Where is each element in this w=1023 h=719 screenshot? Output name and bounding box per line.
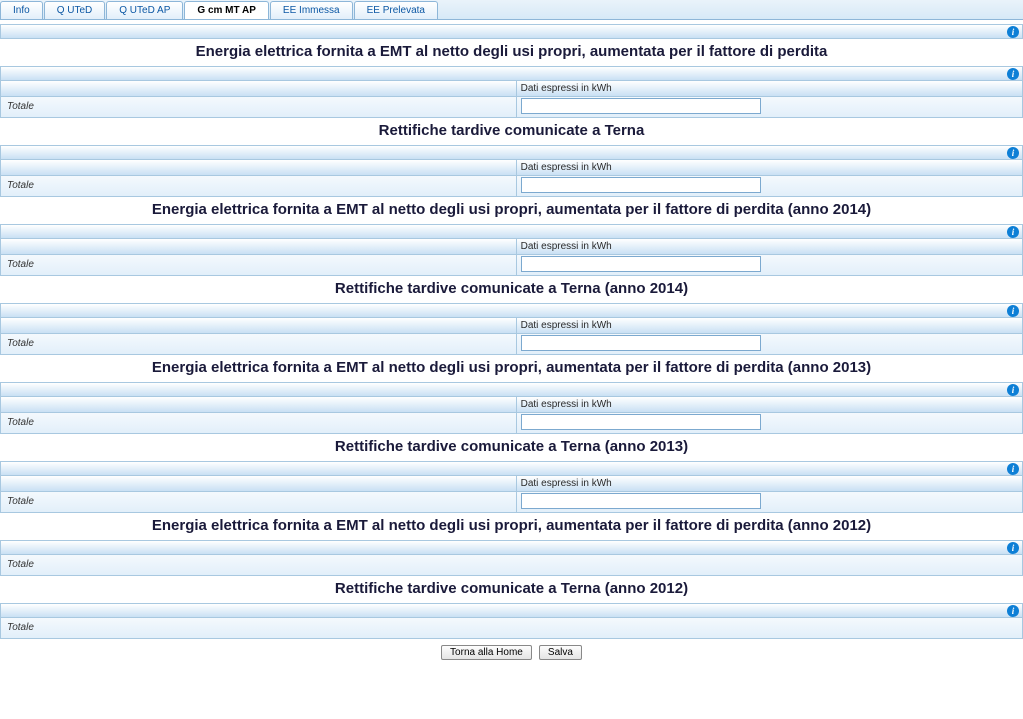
column-header-label: Dati espressi in kWh	[517, 239, 1023, 255]
tab-ee-immessa[interactable]: EE Immessa	[270, 1, 353, 19]
data-row: Totale	[0, 618, 1023, 639]
data-row: Totale	[0, 97, 1023, 118]
row-label-totale: Totale	[0, 492, 517, 513]
row-label-totale: Totale	[0, 413, 517, 434]
column-header-row: Dati espressi in kWh	[0, 318, 1023, 334]
section-title: Rettifiche tardive comunicate a Terna	[0, 118, 1023, 145]
data-row: Totale	[0, 176, 1023, 197]
data-row: Totale	[0, 555, 1023, 576]
tab-ee-prelevata[interactable]: EE Prelevata	[354, 1, 438, 19]
info-bar: i	[0, 224, 1023, 239]
info-bar: i	[0, 540, 1023, 555]
column-header-row: Dati espressi in kWh	[0, 239, 1023, 255]
value-input[interactable]	[521, 177, 761, 193]
column-header-label: Dati espressi in kWh	[517, 81, 1023, 97]
footer-bar: Torna alla Home Salva	[0, 639, 1023, 666]
column-header-empty	[0, 318, 517, 334]
column-header-row: Dati espressi in kWh	[0, 81, 1023, 97]
tab-q-uted-ap[interactable]: Q UTeD AP	[106, 1, 183, 19]
tab-g-cm-mt-ap[interactable]: G cm MT AP	[184, 1, 269, 19]
info-bar: i	[0, 24, 1023, 39]
section-title: Rettifiche tardive comunicate a Terna (a…	[0, 276, 1023, 303]
row-value-cell	[517, 176, 1023, 197]
column-header-label: Dati espressi in kWh	[517, 397, 1023, 413]
value-input[interactable]	[521, 98, 761, 114]
section-title: Energia elettrica fornita a EMT al netto…	[0, 39, 1023, 66]
data-row: Totale	[0, 334, 1023, 355]
data-row: Totale	[0, 413, 1023, 434]
data-row: Totale	[0, 255, 1023, 276]
info-bar: i	[0, 603, 1023, 618]
save-button[interactable]: Salva	[539, 645, 582, 660]
section-title: Energia elettrica fornita a EMT al netto…	[0, 197, 1023, 224]
info-icon[interactable]: i	[1007, 305, 1019, 317]
column-header-empty	[0, 239, 517, 255]
row-value-cell	[517, 492, 1023, 513]
tab-info[interactable]: Info	[0, 1, 43, 19]
row-label-totale: Totale	[0, 555, 1023, 576]
info-icon[interactable]: i	[1007, 605, 1019, 617]
row-label-totale: Totale	[0, 97, 517, 118]
info-icon[interactable]: i	[1007, 542, 1019, 554]
info-bar: i	[0, 66, 1023, 81]
row-value-cell	[517, 97, 1023, 118]
info-icon[interactable]: i	[1007, 68, 1019, 80]
row-label-totale: Totale	[0, 176, 517, 197]
column-header-empty	[0, 397, 517, 413]
section-title: Rettifiche tardive comunicate a Terna (a…	[0, 434, 1023, 461]
column-header-row: Dati espressi in kWh	[0, 397, 1023, 413]
info-bar: i	[0, 382, 1023, 397]
info-icon[interactable]: i	[1007, 463, 1019, 475]
value-input[interactable]	[521, 335, 761, 351]
info-icon[interactable]: i	[1007, 384, 1019, 396]
row-label-totale: Totale	[0, 334, 517, 355]
row-label-totale: Totale	[0, 255, 517, 276]
column-header-row: Dati espressi in kWh	[0, 476, 1023, 492]
data-row: Totale	[0, 492, 1023, 513]
column-header-empty	[0, 81, 517, 97]
column-header-label: Dati espressi in kWh	[517, 318, 1023, 334]
row-label-totale: Totale	[0, 618, 1023, 639]
info-bar: i	[0, 461, 1023, 476]
column-header-label: Dati espressi in kWh	[517, 160, 1023, 176]
info-bar: i	[0, 303, 1023, 318]
tab-bar: InfoQ UTeDQ UTeD APG cm MT APEE ImmessaE…	[0, 0, 1023, 20]
value-input[interactable]	[521, 493, 761, 509]
value-input[interactable]	[521, 414, 761, 430]
row-value-cell	[517, 413, 1023, 434]
column-header-row: Dati espressi in kWh	[0, 160, 1023, 176]
section-title: Energia elettrica fornita a EMT al netto…	[0, 355, 1023, 382]
section-title: Rettifiche tardive comunicate a Terna (a…	[0, 576, 1023, 603]
info-icon[interactable]: i	[1007, 226, 1019, 238]
column-header-label: Dati espressi in kWh	[517, 476, 1023, 492]
home-button[interactable]: Torna alla Home	[441, 645, 532, 660]
value-input[interactable]	[521, 256, 761, 272]
row-value-cell	[517, 255, 1023, 276]
info-icon[interactable]: i	[1007, 147, 1019, 159]
info-icon[interactable]: i	[1007, 26, 1019, 38]
row-value-cell	[517, 334, 1023, 355]
tab-q-uted[interactable]: Q UTeD	[44, 1, 106, 19]
section-title: Energia elettrica fornita a EMT al netto…	[0, 513, 1023, 540]
column-header-empty	[0, 476, 517, 492]
info-bar: i	[0, 145, 1023, 160]
column-header-empty	[0, 160, 517, 176]
